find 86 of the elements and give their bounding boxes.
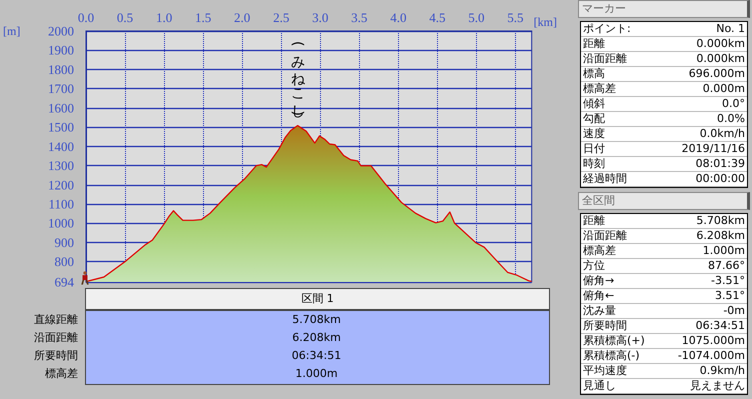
x-axis-title: [km] [534, 15, 558, 29]
y-tick-label: 694 [54, 274, 74, 290]
text: 696.000m [688, 67, 745, 81]
text: -1074.000m [678, 349, 745, 363]
text: 俯角← [583, 289, 614, 303]
text: 06:34:51 [696, 319, 745, 333]
text: 3.51° [715, 289, 745, 303]
text: 俯角→ [583, 274, 614, 288]
text: 0.0km/h [700, 127, 745, 141]
annotation: (みねこし) [288, 40, 307, 116]
text: 距離 [583, 37, 605, 51]
text: 標高差 [583, 244, 616, 258]
text: 0.000m [702, 82, 745, 96]
text: ポイント: [583, 22, 631, 36]
text: 直線距離 [34, 312, 78, 328]
text: 標高 [583, 67, 605, 81]
x-tick-label: 3.5 [351, 10, 368, 25]
y-axis-title: [m] [3, 24, 20, 38]
text: 1.000m [702, 244, 745, 258]
y-tick-label: 1700 [48, 81, 74, 96]
text: 沿面距離 [34, 330, 78, 346]
text: 08:01:39 [696, 157, 745, 171]
text: 6.208km [291, 330, 342, 346]
y-tick-label: 1400 [48, 138, 74, 154]
y-tick-label: 1800 [48, 62, 74, 77]
x-tick-label: 0.0 [78, 10, 94, 25]
text: 1.000m [294, 366, 339, 382]
text: 2019/11/16 [682, 142, 745, 156]
text: -0m [723, 304, 745, 318]
text: 06:34:51 [290, 348, 342, 364]
text: 所要時間 [583, 319, 627, 333]
y-tick-label: 2000 [48, 24, 74, 38]
y-tick-label: 1300 [48, 158, 74, 174]
text: -3.51° [711, 274, 745, 288]
x-tick-label: 3.0 [312, 10, 328, 25]
text: 沈み量 [583, 304, 616, 318]
text: 方位 [583, 259, 605, 273]
text: 区間 1 [85, 288, 550, 310]
text: 0.0% [717, 112, 745, 126]
text: 0.0° [722, 97, 745, 111]
x-tick-label: 5.5 [507, 10, 524, 25]
x-tick-label: 5.0 [468, 10, 485, 25]
text: 沿面距離 [583, 229, 627, 243]
text: 00:00:00 [696, 172, 745, 186]
text: 0.000km [696, 52, 745, 66]
y-tick-label: 1900 [48, 42, 74, 58]
text: 見えません [690, 379, 745, 393]
text: 標高差 [583, 82, 616, 96]
x-tick-label: 1.0 [156, 10, 172, 25]
x-tick-label: 2.5 [273, 10, 290, 25]
y-tick-label: 1000 [48, 216, 74, 231]
text: 全区間 [578, 192, 750, 210]
text: 距離 [583, 214, 605, 228]
y-tick-label: 1600 [48, 100, 74, 116]
text: 経過時間 [583, 172, 627, 186]
y-tick-label: 800 [54, 254, 74, 270]
y-tick-label: 1200 [48, 177, 74, 192]
text: 標高差 [45, 366, 78, 382]
text: 勾配 [583, 112, 605, 126]
y-tick-label: 900 [54, 234, 74, 250]
text: 0.000km [696, 37, 745, 51]
text: 0.9km/h [700, 364, 745, 378]
x-tick-label: 0.5 [116, 10, 134, 25]
x-tick-label: 4.0 [390, 10, 406, 25]
text: 87.66° [708, 259, 745, 273]
text: マーカー [578, 0, 750, 18]
text: 時刻 [583, 157, 605, 171]
x-tick-label: 4.5 [429, 10, 446, 25]
text: 5.708km [696, 214, 745, 228]
y-tick-label: 1500 [48, 120, 74, 135]
text: 速度 [583, 127, 605, 141]
text: 所要時間 [34, 348, 78, 364]
text: 見通し [583, 379, 616, 393]
text: 6.208km [696, 229, 745, 243]
text: No. 1 [716, 22, 745, 36]
text: 5.708km [291, 312, 342, 328]
y-tick-label: 1100 [48, 196, 74, 212]
text: 累積標高(-) [583, 349, 640, 363]
text: 1075.000m [682, 334, 745, 348]
text: 沿面距離 [583, 52, 627, 66]
x-tick-label: 2.0 [234, 10, 250, 25]
text: 平均速度 [583, 364, 627, 378]
x-tick-label: 1.5 [194, 10, 212, 25]
text: 日付 [583, 142, 605, 156]
text: 傾斜 [583, 97, 605, 111]
text: 累積標高(+) [583, 334, 645, 348]
